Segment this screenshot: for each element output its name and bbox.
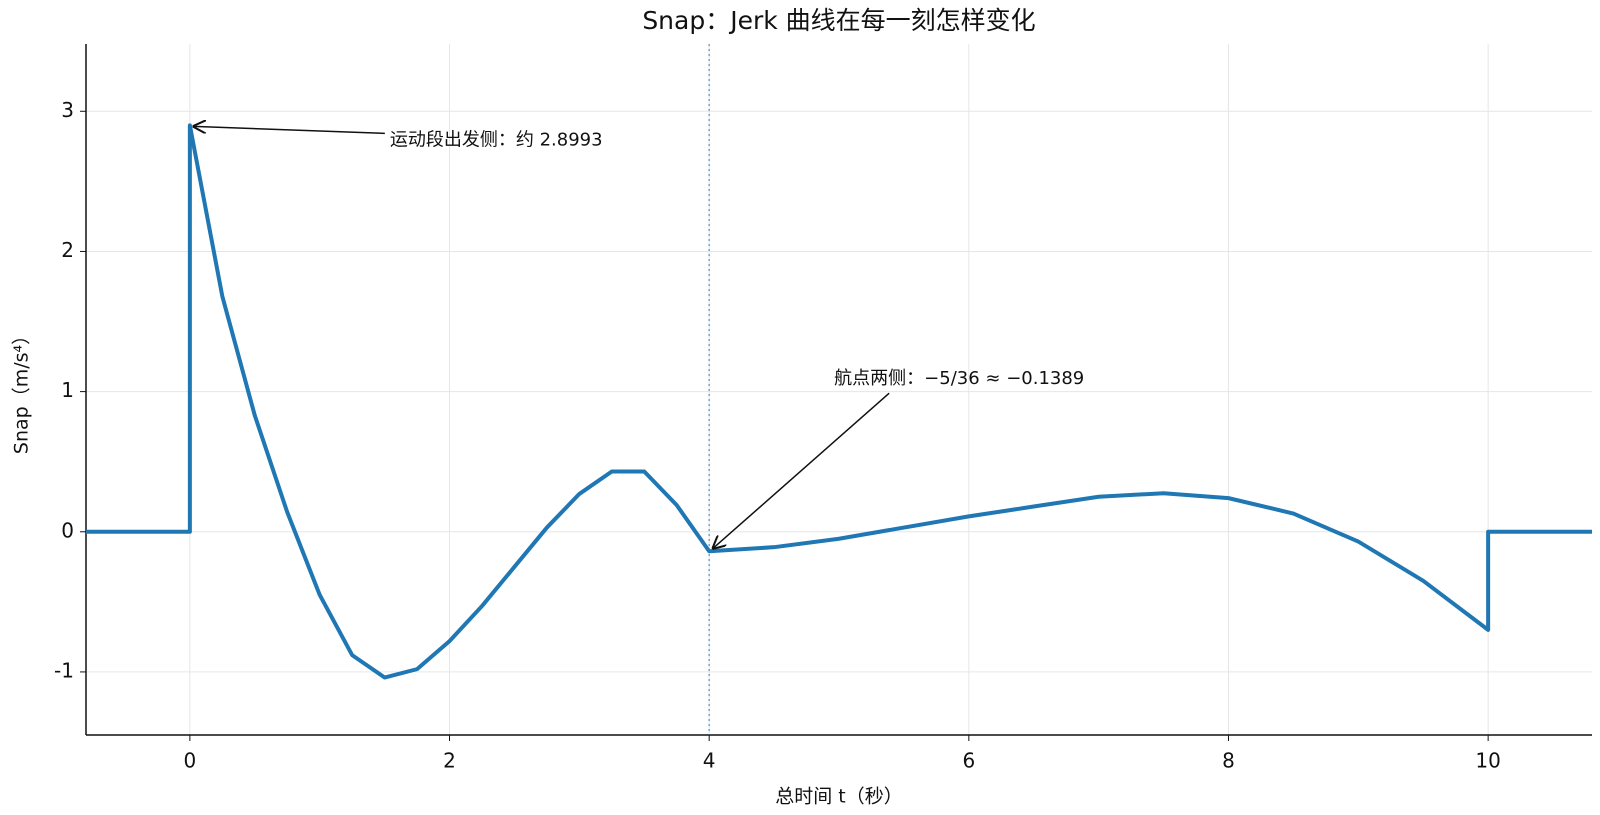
chart-title: Snap：Jerk 曲线在每一刻怎样变化 xyxy=(642,6,1035,35)
x-axis-label: 总时间 t（秒） xyxy=(775,786,903,808)
x-tick-label: 2 xyxy=(443,749,456,773)
y-tick-label: 2 xyxy=(61,238,74,262)
y-tick-label: 1 xyxy=(61,378,74,402)
x-tick-label: 0 xyxy=(183,749,196,773)
x-tick-label: 4 xyxy=(703,749,716,773)
y-tick-label: 3 xyxy=(61,98,74,122)
x-tick-label: 8 xyxy=(1222,749,1235,773)
annotation: 运动段出发侧：约 2.8993 xyxy=(390,129,603,150)
y-tick-label: -1 xyxy=(54,658,74,682)
x-tick-label: 10 xyxy=(1475,749,1500,773)
annotation-arrow xyxy=(194,126,385,135)
data-line xyxy=(86,123,1592,680)
y-axis-label: Snap（m/s⁴） xyxy=(11,326,33,454)
y-tick-label: 0 xyxy=(61,518,74,542)
annotation-arrow xyxy=(713,392,890,548)
annotation: 航点两侧：−5/36 ≈ −0.1389 xyxy=(834,368,1084,389)
x-tick-label: 6 xyxy=(962,749,975,773)
